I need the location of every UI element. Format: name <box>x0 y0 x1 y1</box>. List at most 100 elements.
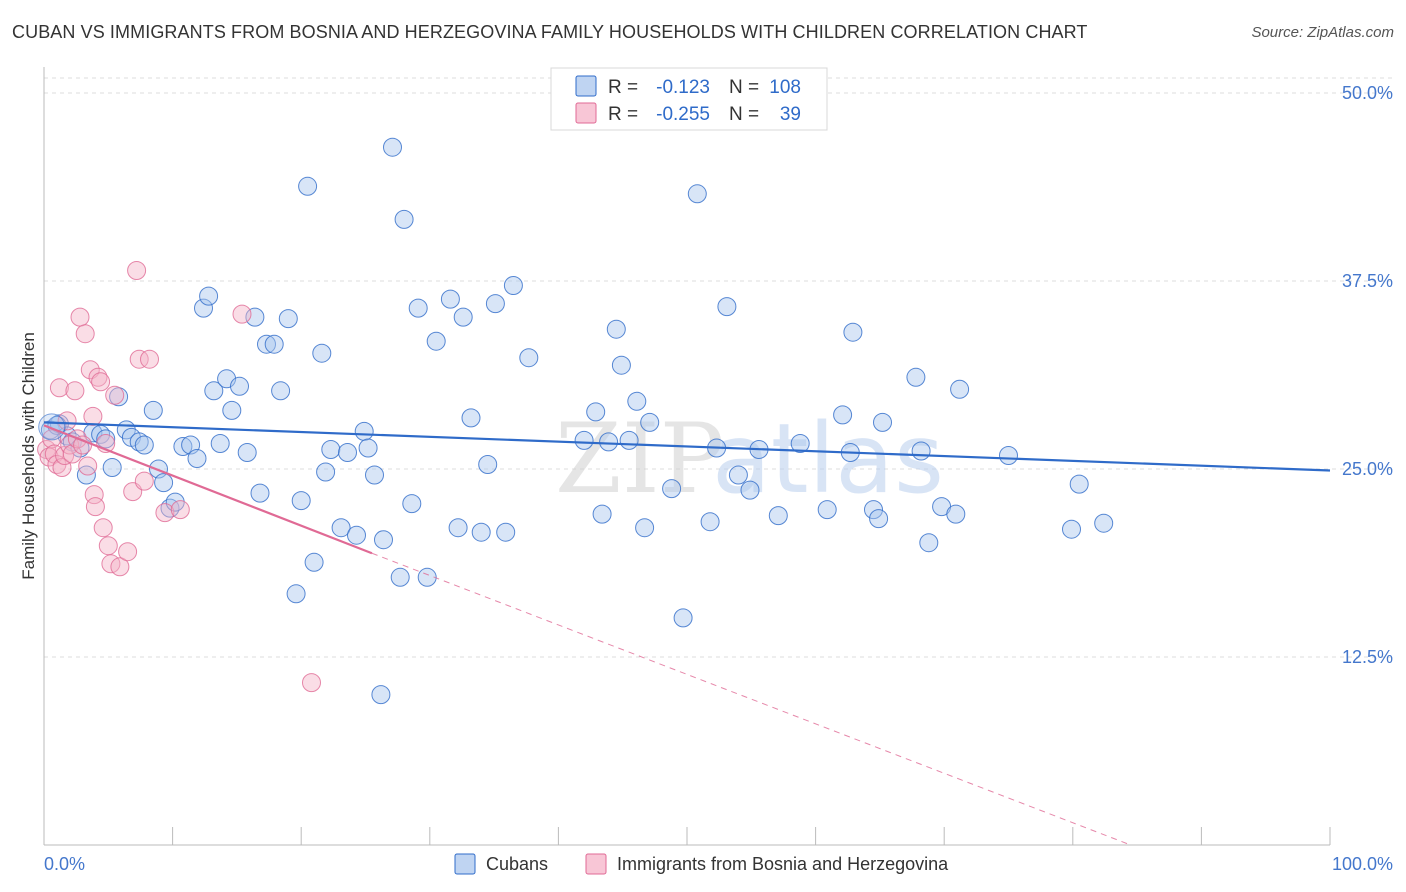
y-axis-label: Family Households with Children <box>19 332 38 580</box>
point-bosnia <box>55 446 75 465</box>
chart-title: CUBAN VS IMMIGRANTS FROM BOSNIA AND HERZ… <box>12 22 1088 42</box>
point-cubans <box>187 449 207 468</box>
bottom-legend-swatch-bosnia <box>585 853 607 875</box>
point-cubans <box>599 432 619 452</box>
point-cubans <box>394 209 414 229</box>
point-cubans <box>999 446 1018 465</box>
point-cubans <box>627 391 647 411</box>
point-cubans <box>194 298 213 318</box>
point-cubans <box>347 525 366 545</box>
point-cubans-cluster <box>38 413 66 441</box>
point-bosnia <box>98 536 118 556</box>
watermark-zip: ZIP <box>555 403 724 515</box>
point-cubans <box>946 504 966 524</box>
bottom-legend-label-cubans: Cubans <box>486 854 548 874</box>
legend-r-value-cubans: -0.123 <box>656 77 710 98</box>
point-cubans <box>173 437 193 456</box>
trend-lines <box>43 421 1331 846</box>
point-cubans <box>586 402 606 422</box>
point-cubans <box>640 412 660 432</box>
point-bosnia <box>49 378 69 398</box>
point-cubans <box>453 307 473 327</box>
point-cubans <box>619 430 639 450</box>
point-cubans <box>673 608 693 628</box>
y-tick-label: 37.5% <box>1342 271 1393 291</box>
point-bosnia <box>57 411 77 431</box>
point-cubans <box>461 408 481 428</box>
point-cubans <box>417 567 437 587</box>
axes <box>43 67 1331 846</box>
point-bosnia <box>78 456 98 476</box>
data-points <box>37 137 1114 705</box>
point-cubans <box>478 455 498 474</box>
point-bosnia <box>134 471 154 491</box>
legend-n-label-bosnia: N = <box>729 104 759 125</box>
point-bosnia <box>127 261 147 280</box>
point-cubans <box>96 429 116 449</box>
bottom-legend: Cubans Immigrants from Bosnia and Herzeg… <box>454 853 949 875</box>
legend-r-value-bosnia: -0.255 <box>656 104 710 125</box>
watermark-atlas: atlas <box>712 403 944 515</box>
point-cubans <box>230 376 249 396</box>
point-cubans <box>304 552 324 572</box>
point-cubans <box>321 440 341 459</box>
point-cubans <box>869 509 889 529</box>
x-tick-labels: 0.0% 100.0% <box>44 854 1393 874</box>
point-cubans <box>950 379 970 399</box>
point-bosnia <box>70 307 90 327</box>
point-cubans <box>687 184 707 204</box>
point-cubans <box>426 331 446 351</box>
point-cubans <box>222 400 242 420</box>
point-cubans <box>331 518 351 538</box>
point-cubans <box>298 176 318 196</box>
point-bosnia <box>105 385 125 405</box>
point-bosnia <box>129 349 149 369</box>
legend-box <box>550 67 828 131</box>
point-cubans <box>592 504 612 524</box>
y-tick-label: 50.0% <box>1342 83 1393 103</box>
legend-r-label-bosnia: R = <box>608 104 638 125</box>
point-cubans <box>662 479 682 499</box>
gridlines <box>44 77 1392 658</box>
y-tick-label: 25.0% <box>1342 459 1393 479</box>
point-cubans <box>873 412 892 432</box>
point-cubans <box>129 432 149 452</box>
point-cubans <box>717 297 737 317</box>
y-tick-labels: 12.5% 25.0% 37.5% 50.0% <box>1342 83 1393 667</box>
trend-line-bosnia <box>43 424 373 555</box>
legend: R = -0.123 N = 108 R = -0.255 N = 39 <box>550 67 828 131</box>
watermark: ZIP atlas <box>555 403 944 515</box>
point-cubans <box>291 491 311 511</box>
point-cubans <box>700 512 720 532</box>
point-bosnia <box>155 503 175 523</box>
x-tick-label-max: 100.0% <box>1332 854 1393 874</box>
point-bosnia <box>91 372 111 392</box>
point-cubans <box>471 522 491 542</box>
trend-line-bosnia-extension <box>371 552 1131 846</box>
point-cubans <box>237 443 257 462</box>
point-cubans <box>911 441 931 461</box>
point-cubans <box>371 685 391 705</box>
point-cubans <box>383 137 402 157</box>
legend-swatch-bosnia <box>575 102 597 124</box>
point-cubans <box>740 480 760 500</box>
point-bosnia <box>302 673 321 693</box>
point-cubans <box>102 458 122 477</box>
point-cubans <box>358 438 378 458</box>
point-cubans <box>154 473 174 493</box>
x-tick-label-min: 0.0% <box>44 854 85 874</box>
point-cubans <box>790 434 810 453</box>
point-cubans <box>210 434 230 453</box>
point-cubans <box>1069 474 1089 494</box>
point-bosnia <box>52 458 72 477</box>
point-bosnia <box>232 304 252 324</box>
point-bosnia <box>110 557 130 577</box>
point-cubans <box>338 443 357 462</box>
point-cubans <box>833 405 853 425</box>
point-cubans <box>606 319 626 339</box>
point-bosnia <box>42 429 62 449</box>
point-cubans <box>519 348 539 368</box>
point-bosnia <box>118 542 138 562</box>
point-cubans <box>503 276 523 295</box>
